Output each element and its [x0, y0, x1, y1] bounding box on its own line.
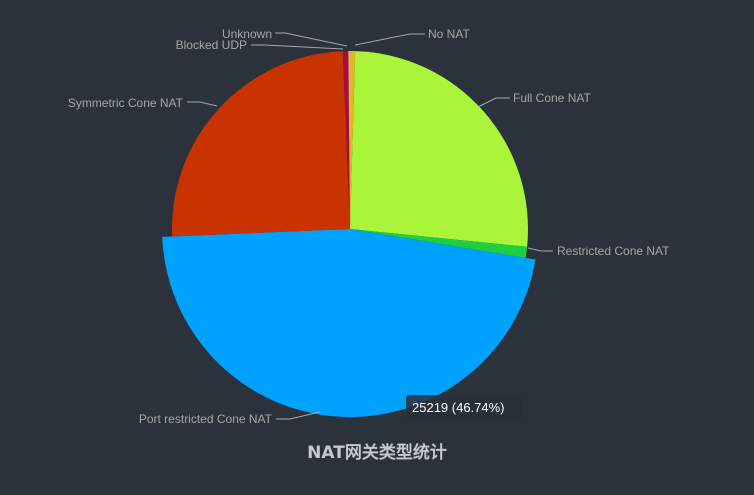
label-no-nat: No NAT: [428, 27, 470, 41]
chart-title: NAT网关类型统计: [307, 443, 447, 463]
tooltip-text: 25219 (46.74%): [412, 400, 505, 415]
slice-symmetric-cone-nat[interactable]: [172, 51, 350, 237]
leader-line-no-nat: [354, 33, 425, 46]
tooltip: 25219 (46.74%): [406, 395, 522, 420]
leader-line-restricted-cone-nat: [527, 247, 553, 252]
label-port-restricted-cone-nat: Port restricted Cone NAT: [139, 412, 273, 426]
slice-no-nat[interactable]: [350, 51, 356, 229]
label-restricted-cone-nat: Restricted Cone NAT: [557, 244, 670, 258]
leader-line-unknown: [275, 32, 348, 47]
leader-line-blocked-udp: [251, 44, 344, 50]
label-blocked-udp: Blocked UDP: [176, 38, 247, 52]
label-unknown: Unknown: [222, 27, 272, 41]
tooltip-box: [406, 395, 522, 420]
slice-port-restricted-cone-nat[interactable]: [162, 229, 536, 417]
leader-line-symmetric-cone-nat: [187, 101, 218, 107]
slice-restricted-cone-nat[interactable]: [350, 229, 528, 258]
slice-blocked-udp[interactable]: [342, 51, 350, 230]
slice-full-cone-nat[interactable]: [350, 51, 529, 247]
slice-unknown[interactable]: [348, 51, 350, 229]
labels-layer: No NAT Full Cone NAT Restricted Cone NAT Po…: [68, 27, 670, 426]
label-full-cone-nat: Full Cone NAT: [513, 91, 591, 105]
label-symmetric-cone-nat: Symmetric Cone NAT: [68, 96, 184, 110]
slices-layer: [162, 51, 536, 417]
leader-line-port-restricted-cone-nat: [276, 411, 321, 420]
leader-line-full-cone-nat: [477, 97, 510, 108]
